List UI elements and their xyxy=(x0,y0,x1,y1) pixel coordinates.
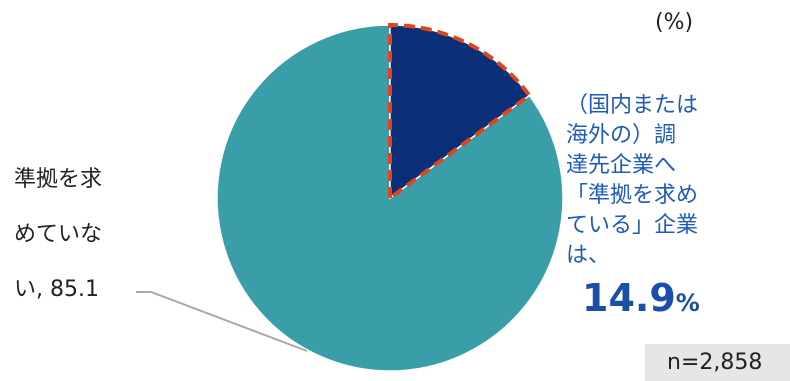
slice-label-line: めていな xyxy=(14,222,103,247)
slice-label-line: 海外の）調 xyxy=(566,123,677,148)
slice-label-line: は、 xyxy=(566,243,611,268)
leader-line xyxy=(136,291,308,352)
pie-slices xyxy=(216,22,564,372)
highlight-value-number: 14.9 xyxy=(582,276,676,320)
slice-label-not-required: 準拠を求 めていな い, 85.1 xyxy=(14,152,144,317)
slice-label-line: 達先企業へ xyxy=(566,153,677,178)
sample-size-box: n=2,858 xyxy=(645,344,790,381)
pie-slice-required xyxy=(389,24,531,200)
sample-size-text: n=2,858 xyxy=(667,350,763,375)
slice-label-line: い, 85.1 xyxy=(14,277,99,302)
slice-label-line: （国内または xyxy=(566,93,699,118)
slice-label-line: 「準拠を求め xyxy=(566,183,699,208)
slice-label-line: 準拠を求 xyxy=(14,167,103,192)
slice-label-required: （国内または 海外の）調 達先企業へ 「準拠を求め ている」企業 は、 xyxy=(566,91,746,271)
unit-label: (%) xyxy=(655,10,694,35)
highlight-value-unit: % xyxy=(675,289,700,317)
slice-label-line: ている」企業 xyxy=(566,213,699,238)
highlight-value: 14.9% xyxy=(582,276,700,320)
